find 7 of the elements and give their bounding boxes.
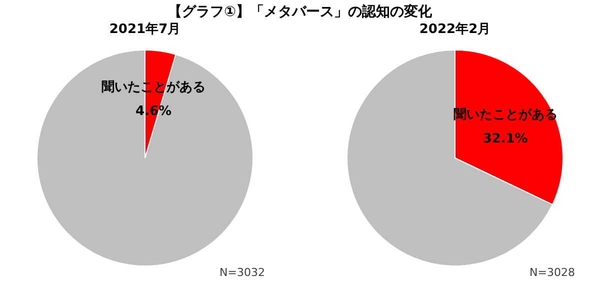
text: N=3032	[220, 266, 265, 279]
pie-slice	[36, 50, 254, 266]
chart-subtitle: 2022年2月	[419, 22, 491, 37]
text: N=3028	[530, 266, 575, 279]
chart-subtitle: 2021年7月	[109, 22, 181, 37]
data-label: 32.1%	[482, 131, 528, 146]
text: 【グラフ①】「メタバース」の認知の変化	[168, 3, 433, 20]
